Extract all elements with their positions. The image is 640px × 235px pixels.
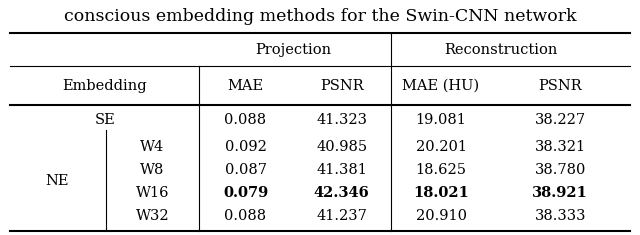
Text: W8: W8 <box>140 163 164 177</box>
Text: W16: W16 <box>136 186 169 200</box>
Text: 38.921: 38.921 <box>532 186 588 200</box>
Text: PSNR: PSNR <box>538 79 582 93</box>
Text: 38.321: 38.321 <box>534 140 586 153</box>
Text: NE: NE <box>45 174 69 188</box>
Text: MAE: MAE <box>227 79 264 93</box>
Text: 18.021: 18.021 <box>413 186 469 200</box>
Text: 0.087: 0.087 <box>225 163 266 177</box>
Text: 20.201: 20.201 <box>415 140 467 153</box>
Text: 20.910: 20.910 <box>415 209 467 223</box>
Text: 0.088: 0.088 <box>225 209 267 223</box>
Text: 41.381: 41.381 <box>316 163 367 177</box>
Text: 42.346: 42.346 <box>314 186 369 200</box>
Text: 0.079: 0.079 <box>223 186 268 200</box>
Text: PSNR: PSNR <box>320 79 364 93</box>
Text: 41.237: 41.237 <box>316 209 367 223</box>
Text: 19.081: 19.081 <box>415 113 467 127</box>
Text: MAE (HU): MAE (HU) <box>403 79 479 93</box>
Text: Projection: Projection <box>255 43 332 57</box>
Text: 0.088: 0.088 <box>225 113 267 127</box>
Text: 38.333: 38.333 <box>534 209 586 223</box>
Text: 0.092: 0.092 <box>225 140 266 153</box>
Text: 41.323: 41.323 <box>316 113 367 127</box>
Text: W4: W4 <box>140 140 164 153</box>
Text: 40.985: 40.985 <box>316 140 367 153</box>
Text: SE: SE <box>95 113 115 127</box>
Text: 38.780: 38.780 <box>534 163 586 177</box>
Text: 38.227: 38.227 <box>534 113 586 127</box>
Text: conscious embedding methods for the Swin-CNN network: conscious embedding methods for the Swin… <box>64 8 576 25</box>
Text: Reconstruction: Reconstruction <box>444 43 557 57</box>
Text: W32: W32 <box>136 209 169 223</box>
Text: 18.625: 18.625 <box>415 163 467 177</box>
Text: Embedding: Embedding <box>63 79 147 93</box>
